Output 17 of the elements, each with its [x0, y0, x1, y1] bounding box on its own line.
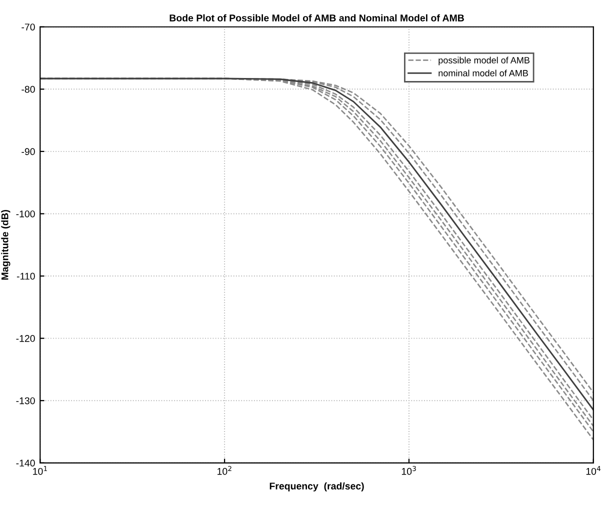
y-tick-label: -80 — [22, 86, 35, 93]
x-tick-label: 10$^{4}$ — [586, 466, 600, 475]
y-tick-label: -110 — [16, 272, 35, 280]
y-tick-label: -100 — [16, 210, 35, 218]
x-axis-title: Frequency (rad/sec) — [270, 482, 364, 492]
y-tick-label: -120 — [16, 335, 35, 342]
chart-title: Bode Plot of Possible Model of AMB and Nominal Model of AMB — [170, 14, 464, 22]
y-tick-label: -140 — [16, 460, 35, 467]
x-tick-label: 10$^{3}$ — [402, 466, 416, 475]
x-tick-label: 10$^{2}$ — [218, 466, 232, 475]
y-tick-label: -130 — [16, 397, 35, 404]
y-tick-label: -90 — [22, 148, 35, 156]
x-tick-label: 10$^{1}$ — [33, 466, 47, 475]
y-axis-title: Magnitude (dB) — [1, 210, 10, 280]
legend-label: possible model of AMB — [438, 56, 530, 66]
legend-label: nominal model of AMB — [438, 70, 528, 76]
y-tick-label: -70 — [22, 24, 35, 30]
